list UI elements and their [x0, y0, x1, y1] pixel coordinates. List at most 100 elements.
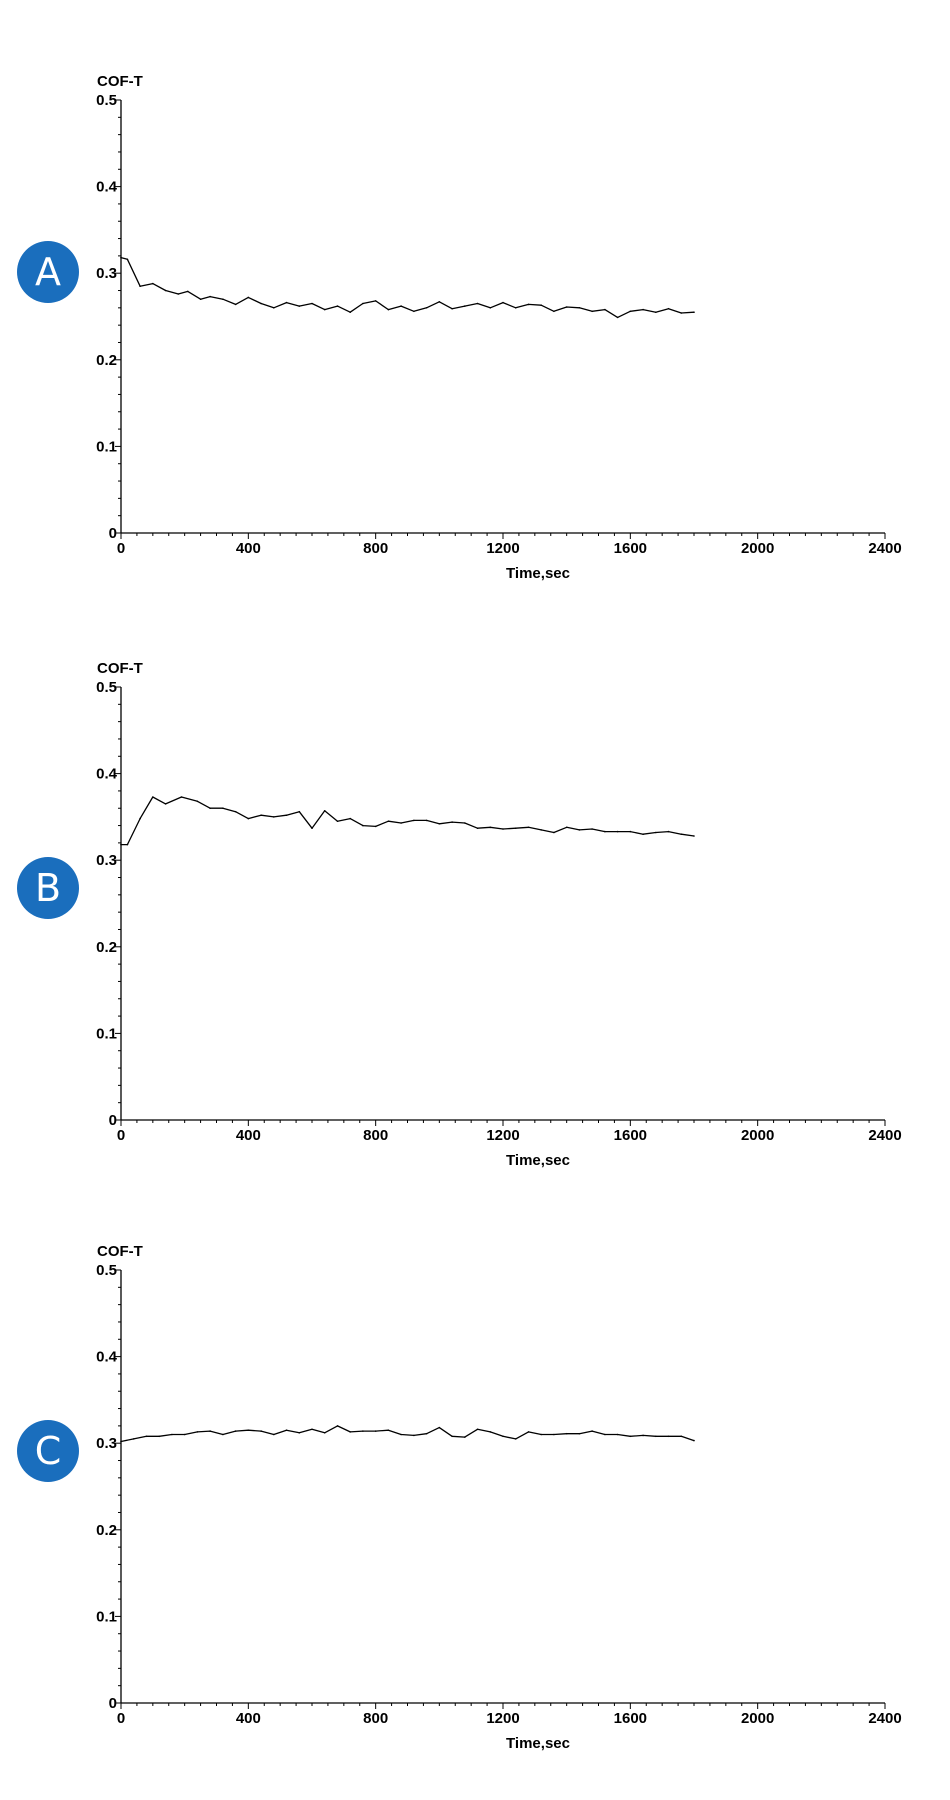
- cof-data-point: [196, 1431, 199, 1433]
- x-tick-label: 1600: [614, 540, 647, 557]
- cof-data-point: [604, 1433, 606, 1436]
- cof-data-point: [489, 826, 492, 829]
- cof-data-point: [349, 817, 352, 820]
- x-tick-label: 2400: [868, 540, 901, 557]
- cof-data-point: [540, 829, 542, 831]
- cof-data-point: [464, 1436, 466, 1438]
- panel-badge: C: [17, 1420, 79, 1482]
- cof-data-point: [349, 1431, 352, 1433]
- cof-data-point: [311, 827, 313, 829]
- y-tick-label: 0.5: [96, 1262, 117, 1279]
- cof-data-point: [502, 301, 504, 304]
- cof-data-point: [413, 1434, 415, 1437]
- y-tick-label: 0.4: [96, 1349, 118, 1366]
- cof-series-line: [120, 256, 695, 319]
- cof-data-point: [285, 301, 288, 304]
- cof-data-point: [234, 1430, 237, 1432]
- cof-data-point: [126, 843, 129, 846]
- cof-data-point: [400, 822, 402, 824]
- cof-data-point: [260, 1430, 262, 1432]
- y-tick-label: 0.3: [96, 1435, 117, 1452]
- cof-data-point: [234, 810, 237, 813]
- cof-data-point: [553, 310, 555, 313]
- cof-data-point: [425, 307, 428, 309]
- cof-data-point: [362, 824, 364, 827]
- cof-data-point: [139, 285, 141, 288]
- cof-data-point: [655, 831, 657, 834]
- cof-data-point: [667, 307, 670, 310]
- x-tick-label: 1200: [486, 540, 519, 557]
- x-tick-label: 400: [236, 1710, 261, 1727]
- cof-data-point: [209, 807, 211, 809]
- cof-data-point: [222, 1433, 224, 1436]
- cof-data-point: [553, 1433, 555, 1436]
- cof-data-point: [120, 843, 122, 846]
- cof-data-point: [667, 1435, 670, 1438]
- cof-data-point: [247, 817, 250, 820]
- cof-data-point: [209, 295, 211, 298]
- cof-data-point: [132, 1438, 135, 1440]
- cof-data-point: [540, 304, 542, 307]
- cof-data-point: [222, 807, 224, 809]
- cof-data-point: [476, 1428, 479, 1431]
- cof-data-point: [158, 1435, 160, 1438]
- y-axis-title: COF-T: [97, 73, 143, 90]
- cof-data-point: [693, 835, 695, 837]
- x-tick-label: 1200: [486, 1710, 519, 1727]
- cof-data-point: [438, 301, 441, 303]
- cof-data-point: [540, 1433, 542, 1436]
- panel-badge-label: A: [35, 250, 61, 294]
- y-tick-label: 0.2: [96, 352, 117, 369]
- cof-data-point: [285, 1429, 288, 1431]
- cof-data-point: [171, 1433, 173, 1436]
- cof-data-point: [260, 302, 262, 305]
- x-tick-label: 0: [117, 1127, 125, 1144]
- x-axis-title: Time,sec: [506, 565, 570, 582]
- x-tick-label: 800: [363, 1127, 388, 1144]
- panel-badge: A: [17, 241, 79, 303]
- cof-data-point: [502, 828, 504, 830]
- cof-data-point: [336, 820, 339, 822]
- cof-data-point: [591, 828, 593, 830]
- cof-data-point: [387, 308, 390, 311]
- cof-data-point: [362, 302, 364, 305]
- x-tick-label: 1200: [486, 1127, 519, 1144]
- y-tick-label: 0.2: [96, 939, 117, 956]
- y-tick-label: 0.4: [96, 766, 118, 783]
- cof-data-point: [629, 830, 632, 833]
- cof-data-point: [642, 308, 644, 311]
- y-tick-label: 0.1: [96, 1608, 117, 1625]
- cof-data-point: [139, 817, 141, 820]
- cof-data-point: [362, 1430, 364, 1432]
- cof-data-point: [489, 1431, 492, 1433]
- cof-data-point: [438, 1426, 441, 1429]
- cof-data-point: [183, 1433, 186, 1436]
- cof-data-point: [209, 1430, 211, 1432]
- cof-data-point: [311, 302, 313, 305]
- cof-data-point: [629, 1435, 632, 1438]
- cof-data-point: [374, 825, 377, 828]
- cof-data-point: [451, 1435, 453, 1438]
- cof-series-line: [121, 796, 695, 846]
- x-tick-label: 2000: [741, 1710, 774, 1727]
- cof-data-point: [298, 1432, 301, 1434]
- cof-data-point: [438, 823, 441, 825]
- x-tick-label: 2000: [741, 540, 774, 557]
- cof-data-point: [476, 302, 479, 305]
- cof-data-point: [196, 800, 199, 803]
- cof-data-point: [374, 300, 377, 302]
- cof-data-point: [311, 1428, 313, 1431]
- cof-data-point: [260, 814, 262, 816]
- cof-data-point: [164, 289, 167, 292]
- panel-badge-circle: [17, 857, 79, 919]
- cof-data-point: [591, 1430, 593, 1432]
- cof-data-point: [247, 1429, 250, 1431]
- cof-data-point: [285, 814, 288, 816]
- y-tick-label: 0.5: [96, 92, 117, 109]
- cof-data-point: [152, 796, 154, 798]
- cof-data-point: [177, 293, 180, 295]
- cof-data-point: [680, 312, 683, 314]
- y-axis-title: COF-T: [97, 1243, 143, 1260]
- y-tick-label: 0: [109, 525, 117, 542]
- x-tick-label: 800: [363, 540, 388, 557]
